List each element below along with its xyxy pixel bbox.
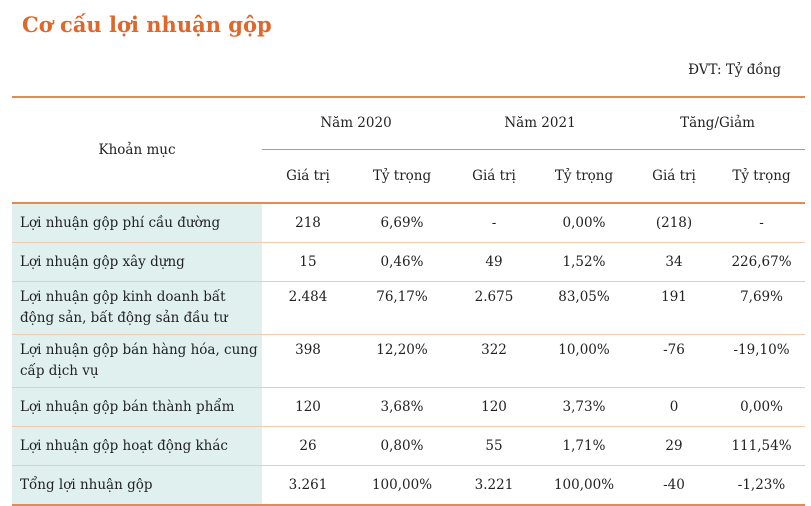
table-row: Lợi nhuận gộp xây dựng 15 0,46% 49 1,52%…: [12, 242, 806, 282]
cell: 120: [262, 387, 354, 427]
cell: (218): [630, 203, 718, 243]
cell: 0,46%: [354, 242, 450, 282]
row-label: Lợi nhuận gộp kinh doanh bất động sản, b…: [12, 281, 262, 335]
cell: 1,52%: [538, 242, 630, 282]
cell: 0,80%: [354, 426, 450, 466]
cell: 12,20%: [354, 334, 450, 388]
cell: 2.484: [262, 281, 354, 335]
cell: 10,00%: [538, 334, 630, 388]
cell: 191: [630, 281, 718, 335]
unit-label: ĐVT: Tỷ đồng: [688, 62, 781, 78]
table-row: Lợi nhuận gộp bán hàng hóa, cung cấp dịc…: [12, 334, 806, 388]
cell: 120: [450, 387, 538, 427]
row-label: Lợi nhuận gộp xây dựng: [12, 242, 262, 282]
cell: 1,71%: [538, 426, 630, 466]
cell: 7,69%: [718, 281, 806, 335]
cell: 15: [262, 242, 354, 282]
table-row: Lợi nhuận gộp hoạt động khác 26 0,80% 55…: [12, 426, 806, 466]
row-label: Lợi nhuận gộp bán hàng hóa, cung cấp dịc…: [12, 334, 262, 388]
header-value: Giá trị: [262, 149, 354, 204]
cell: -76: [630, 334, 718, 388]
gross-profit-table: Khoản mục Năm 2020 Năm 2021 Tăng/Giảm Gi…: [12, 96, 806, 506]
row-label: Lợi nhuận gộp phí cầu đường: [12, 203, 262, 243]
header-value: Giá trị: [630, 149, 718, 204]
cell: 398: [262, 334, 354, 388]
cell: 0,00%: [538, 203, 630, 243]
cell: 76,17%: [354, 281, 450, 335]
cell: 218: [262, 203, 354, 243]
cell: 26: [262, 426, 354, 466]
cell: 2.675: [450, 281, 538, 335]
cell: -1,23%: [718, 465, 806, 506]
cell: -: [718, 203, 806, 243]
header-share: Tỷ trọng: [718, 149, 806, 204]
header-year-2020: Năm 2020: [262, 96, 450, 150]
cell: 34: [630, 242, 718, 282]
header-change: Tăng/Giảm: [630, 96, 806, 150]
header-item: Khoản mục: [12, 96, 262, 204]
row-label: Lợi nhuận gộp bán thành phẩm: [12, 387, 262, 427]
cell: 322: [450, 334, 538, 388]
cell: -: [450, 203, 538, 243]
cell: 3,68%: [354, 387, 450, 427]
header-share: Tỷ trọng: [354, 149, 450, 204]
cell: 83,05%: [538, 281, 630, 335]
cell: 49: [450, 242, 538, 282]
cell: 100,00%: [538, 465, 630, 506]
cell: 100,00%: [354, 465, 450, 506]
page-title: Cơ cấu lợi nhuận gộp: [22, 12, 272, 37]
table-row: Lợi nhuận gộp phí cầu đường 218 6,69% - …: [12, 203, 806, 243]
cell: 3,73%: [538, 387, 630, 427]
table-row-total: Tổng lợi nhuận gộp 3.261 100,00% 3.221 1…: [12, 465, 806, 506]
cell: 6,69%: [354, 203, 450, 243]
header-value: Giá trị: [450, 149, 538, 204]
row-label: Lợi nhuận gộp hoạt động khác: [12, 426, 262, 466]
table-row: Lợi nhuận gộp kinh doanh bất động sản, b…: [12, 281, 806, 335]
cell: 29: [630, 426, 718, 466]
header-year-2021: Năm 2021: [450, 96, 630, 150]
table-row: Lợi nhuận gộp bán thành phẩm 120 3,68% 1…: [12, 387, 806, 427]
cell: -19,10%: [718, 334, 806, 388]
cell: 0: [630, 387, 718, 427]
cell: 111,54%: [718, 426, 806, 466]
cell: 55: [450, 426, 538, 466]
cell: 0,00%: [718, 387, 806, 427]
header-share: Tỷ trọng: [538, 149, 630, 204]
cell: 3.261: [262, 465, 354, 506]
cell: 3.221: [450, 465, 538, 506]
row-label: Tổng lợi nhuận gộp: [12, 465, 262, 506]
cell: 226,67%: [718, 242, 806, 282]
cell: -40: [630, 465, 718, 506]
